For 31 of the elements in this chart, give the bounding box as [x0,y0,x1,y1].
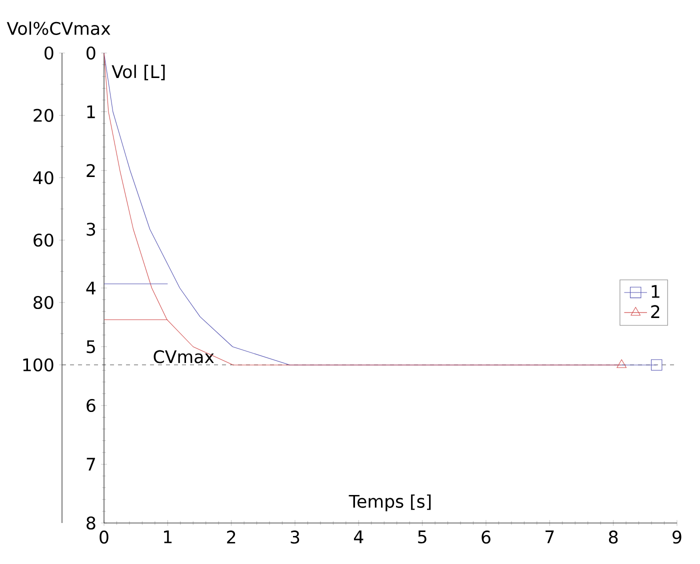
ref-line-label: CVmax [154,350,214,364]
x-tick-label: 5 [418,530,426,544]
y2-tick-label: 80 [34,296,54,310]
y2-tick-label: 20 [34,108,54,122]
x-tick-label: 7 [546,530,554,544]
x-tick-label: 8 [608,530,618,544]
y2-tick-label: 60 [34,234,54,247]
y-axis-title: Vol [L] [112,64,165,80]
x-tick-label: 0 [100,530,108,544]
x-tick-label: 1 [164,530,172,544]
y2-tick-label: 0 [44,46,54,60]
x-tick-label: 2 [227,530,236,544]
y-tick-label: 7 [86,458,95,471]
y-tick-label: 8 [86,516,96,530]
legend-label: 1 [652,285,660,298]
y-tick-label: 6 [86,398,96,412]
y-tick-label: 4 [86,282,96,294]
y2-tick-label: 100 [23,358,54,372]
y2-axis-title: Vol%CVmax [6,22,110,35]
x-tick-label: 6 [482,530,490,544]
y-tick-label: 1 [87,105,95,118]
y-tick-label: 0 [86,46,96,60]
legend-label: 2 [651,305,660,318]
y-tick-label: 3 [86,222,96,236]
x-tick-label: 3 [290,530,300,544]
y-tick-label: 5 [86,340,95,354]
y-tick-label: 2 [86,164,95,177]
x-axis-title: Temps [s] [348,494,431,512]
x-tick-label: 4 [354,530,364,544]
y2-tick-label: 40 [33,171,54,184]
x-tick-label: 9 [672,530,682,544]
